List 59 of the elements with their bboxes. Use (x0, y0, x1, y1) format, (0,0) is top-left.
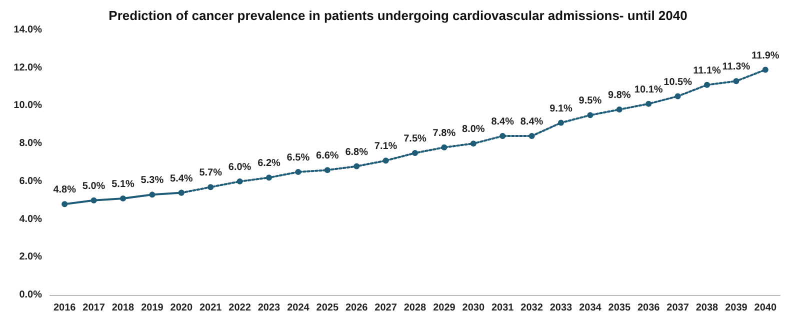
x-tick-label: 2035 (608, 302, 631, 314)
data-label: 7.1% (374, 141, 398, 152)
x-tick-label: 2016 (53, 302, 76, 314)
data-label: 10.5% (664, 76, 692, 88)
data-label: 5.0% (82, 180, 106, 192)
x-tick-label: 2038 (696, 302, 719, 314)
y-tick-label: 10.0% (14, 100, 42, 112)
x-tick-label: 2018 (112, 302, 135, 314)
data-label: 6.0% (228, 162, 252, 173)
y-tick-label: 2.0% (19, 252, 42, 263)
x-tick-label: 2017 (82, 302, 106, 314)
data-label: 8.0% (462, 124, 485, 136)
x-tick-label: 2029 (433, 302, 456, 314)
x-tick-label: 2020 (170, 302, 193, 314)
x-tick-label: 2021 (199, 302, 222, 314)
data-label: 6.5% (286, 152, 310, 164)
x-tick-label: 2028 (404, 302, 427, 314)
data-label: 7.8% (432, 128, 456, 139)
chart-title: Prediction of cancer prevalence in patients undergoing cardiovascular admissions- until 2040 (108, 8, 688, 23)
x-tick-label: 2023 (258, 302, 281, 314)
data-label: 5.7% (199, 168, 222, 179)
y-tick-label: 0.0% (19, 290, 42, 300)
data-label: 6.2% (258, 158, 281, 170)
y-tick-label: 8.0% (19, 138, 42, 150)
data-label: 9.5% (578, 96, 602, 107)
x-tick-label: 2039 (725, 302, 748, 314)
data-label: 4.8% (53, 184, 76, 196)
data-label: 11.1% (693, 65, 722, 76)
data-label: 11.9% (751, 50, 780, 62)
data-label: 5.1% (112, 178, 135, 190)
data-label: 8.4% (491, 116, 514, 128)
x-tick-label: 2034 (579, 302, 602, 314)
x-tick-label: 2040 (754, 302, 777, 314)
x-tick-label: 2019 (141, 302, 164, 314)
x-tick-label: 2022 (228, 302, 252, 314)
x-tick-label: 2037 (666, 302, 690, 314)
x-tick-label: 2026 (345, 302, 368, 314)
data-label: 11.3% (722, 62, 750, 73)
data-label: 7.5% (404, 134, 427, 145)
data-label: 8.4% (520, 116, 544, 128)
y-tick-label: 4.0% (19, 214, 42, 225)
x-tick-label: 2025 (316, 302, 339, 314)
data-label: 6.6% (316, 150, 339, 162)
x-tick-label: 2031 (491, 302, 514, 314)
y-tick-label: 6.0% (19, 176, 42, 187)
data-label: 9.8% (608, 90, 631, 101)
data-label: 10.1% (634, 84, 663, 96)
data-label: 5.3% (140, 175, 164, 186)
x-tick-label: 2030 (462, 302, 485, 314)
data-label: 5.4% (170, 173, 193, 184)
y-tick-label: 12.0% (14, 62, 42, 74)
x-tick-label: 2027 (374, 302, 398, 314)
data-label: 6.8% (345, 146, 368, 158)
x-tick-label: 2036 (637, 302, 660, 314)
data-label: 9.1% (550, 103, 573, 114)
y-tick-label: 14.0% (14, 24, 42, 36)
x-tick-label: 2032 (520, 302, 544, 314)
x-tick-label: 2033 (550, 302, 573, 314)
x-tick-label: 2024 (287, 302, 310, 314)
